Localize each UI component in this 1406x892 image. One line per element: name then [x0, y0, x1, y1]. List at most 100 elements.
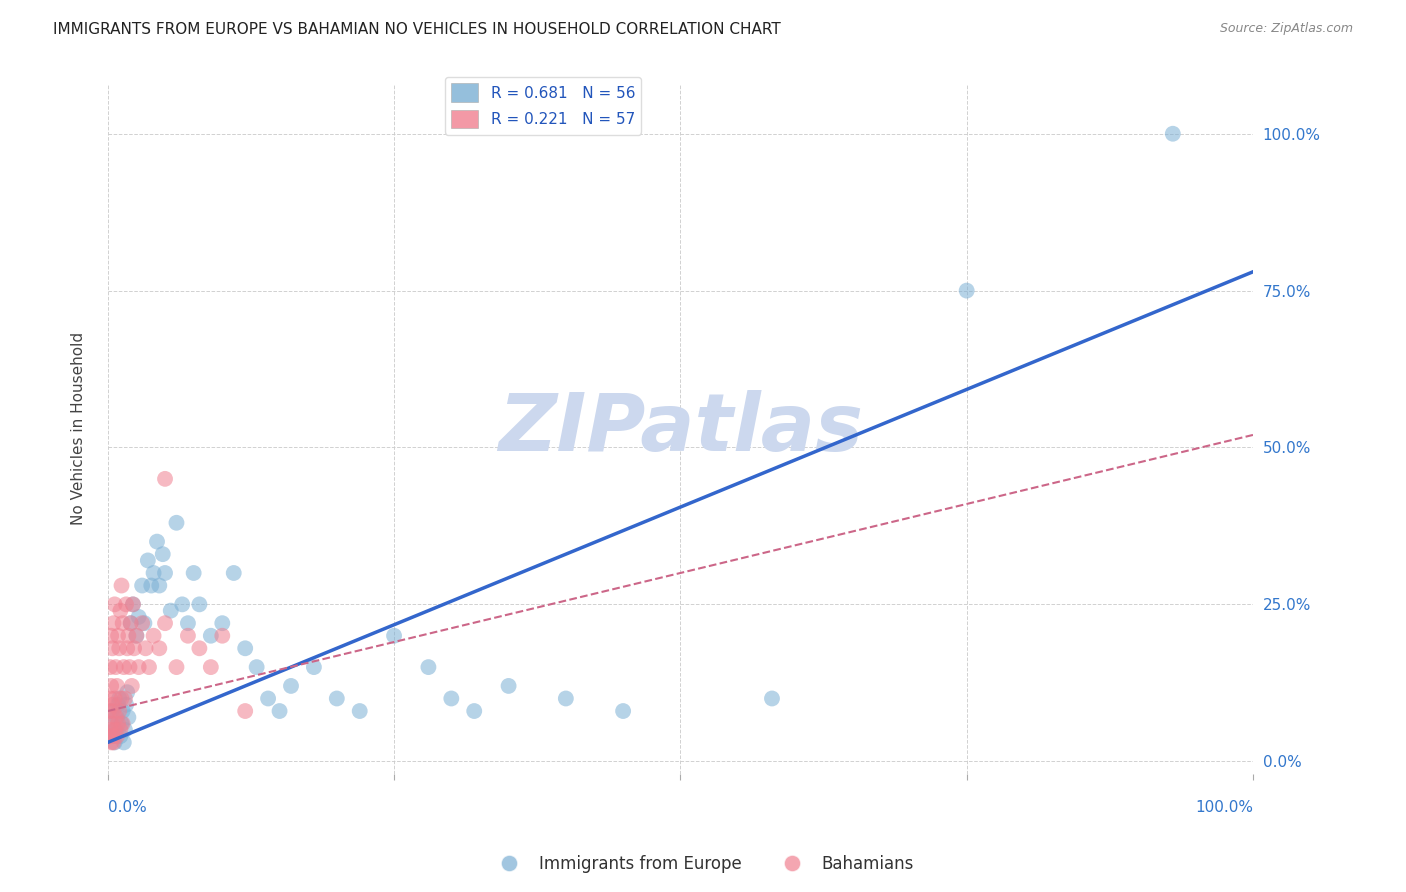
- Point: [111, 704, 134, 718]
- Point: [153, 566, 176, 580]
- Point: [104, 660, 127, 674]
- Point: [103, 616, 125, 631]
- Point: [122, 641, 145, 656]
- Point: [440, 691, 463, 706]
- Point: [136, 553, 159, 567]
- Point: [97, 704, 120, 718]
- Point: [134, 616, 156, 631]
- Point: [115, 641, 138, 656]
- Point: [121, 679, 143, 693]
- Point: [103, 729, 125, 743]
- Point: [107, 698, 129, 712]
- Point: [104, 735, 127, 749]
- Point: [554, 691, 576, 706]
- Point: [302, 660, 325, 674]
- Point: [233, 641, 256, 656]
- Point: [118, 660, 141, 674]
- Point: [177, 629, 200, 643]
- Point: [141, 578, 163, 592]
- Point: [956, 284, 979, 298]
- Point: [110, 723, 132, 737]
- Point: [211, 629, 233, 643]
- Point: [107, 629, 129, 643]
- Point: [125, 629, 148, 643]
- Point: [110, 729, 132, 743]
- Point: [115, 598, 138, 612]
- Point: [105, 710, 128, 724]
- Point: [222, 566, 245, 580]
- Point: [142, 629, 165, 643]
- Point: [148, 578, 170, 592]
- Point: [100, 735, 122, 749]
- Text: 0.0%: 0.0%: [108, 800, 146, 814]
- Point: [112, 660, 135, 674]
- Point: [101, 716, 124, 731]
- Point: [111, 616, 134, 631]
- Point: [117, 710, 139, 724]
- Point: [349, 704, 371, 718]
- Point: [103, 704, 125, 718]
- Point: [166, 660, 188, 674]
- Point: [418, 660, 440, 674]
- Point: [326, 691, 349, 706]
- Point: [211, 616, 233, 631]
- Point: [166, 516, 188, 530]
- Point: [115, 698, 138, 712]
- Point: [104, 723, 127, 737]
- Point: [761, 691, 783, 706]
- Point: [98, 691, 121, 706]
- Text: IMMIGRANTS FROM EUROPE VS BAHAMIAN NO VEHICLES IN HOUSEHOLD CORRELATION CHART: IMMIGRANTS FROM EUROPE VS BAHAMIAN NO VE…: [53, 22, 782, 37]
- Point: [153, 616, 176, 631]
- Point: [498, 679, 520, 693]
- Point: [117, 629, 139, 643]
- Point: [131, 578, 153, 592]
- Point: [177, 616, 200, 631]
- Point: [98, 723, 121, 737]
- Point: [200, 660, 222, 674]
- Point: [104, 710, 127, 724]
- Point: [257, 691, 280, 706]
- Point: [612, 704, 634, 718]
- Text: Source: ZipAtlas.com: Source: ZipAtlas.com: [1219, 22, 1353, 36]
- Point: [122, 598, 145, 612]
- Point: [108, 691, 131, 706]
- Point: [110, 716, 132, 731]
- Point: [100, 716, 122, 731]
- Point: [110, 691, 132, 706]
- Point: [114, 691, 136, 706]
- Point: [100, 679, 122, 693]
- Point: [115, 685, 138, 699]
- Point: [188, 598, 211, 612]
- Point: [110, 578, 132, 592]
- Point: [128, 660, 150, 674]
- Point: [105, 679, 128, 693]
- Point: [112, 735, 135, 749]
- Point: [128, 610, 150, 624]
- Point: [463, 704, 485, 718]
- Text: 100.0%: 100.0%: [1195, 800, 1253, 814]
- Point: [103, 735, 125, 749]
- Legend: R = 0.681   N = 56, R = 0.221   N = 57: R = 0.681 N = 56, R = 0.221 N = 57: [444, 78, 641, 135]
- Point: [125, 629, 148, 643]
- Point: [183, 566, 205, 580]
- Point: [382, 629, 405, 643]
- Point: [100, 629, 122, 643]
- Point: [142, 566, 165, 580]
- Point: [107, 716, 129, 731]
- Point: [280, 679, 302, 693]
- Point: [101, 698, 124, 712]
- Point: [120, 616, 142, 631]
- Point: [269, 704, 291, 718]
- Point: [108, 704, 131, 718]
- Point: [104, 723, 127, 737]
- Point: [135, 641, 157, 656]
- Point: [114, 723, 136, 737]
- Legend: Immigrants from Europe, Bahamians: Immigrants from Europe, Bahamians: [485, 848, 921, 880]
- Point: [159, 604, 181, 618]
- Point: [104, 691, 127, 706]
- Point: [100, 704, 122, 718]
- Point: [152, 547, 174, 561]
- Point: [122, 598, 145, 612]
- Point: [105, 729, 128, 743]
- Text: ZIPatlas: ZIPatlas: [498, 390, 863, 467]
